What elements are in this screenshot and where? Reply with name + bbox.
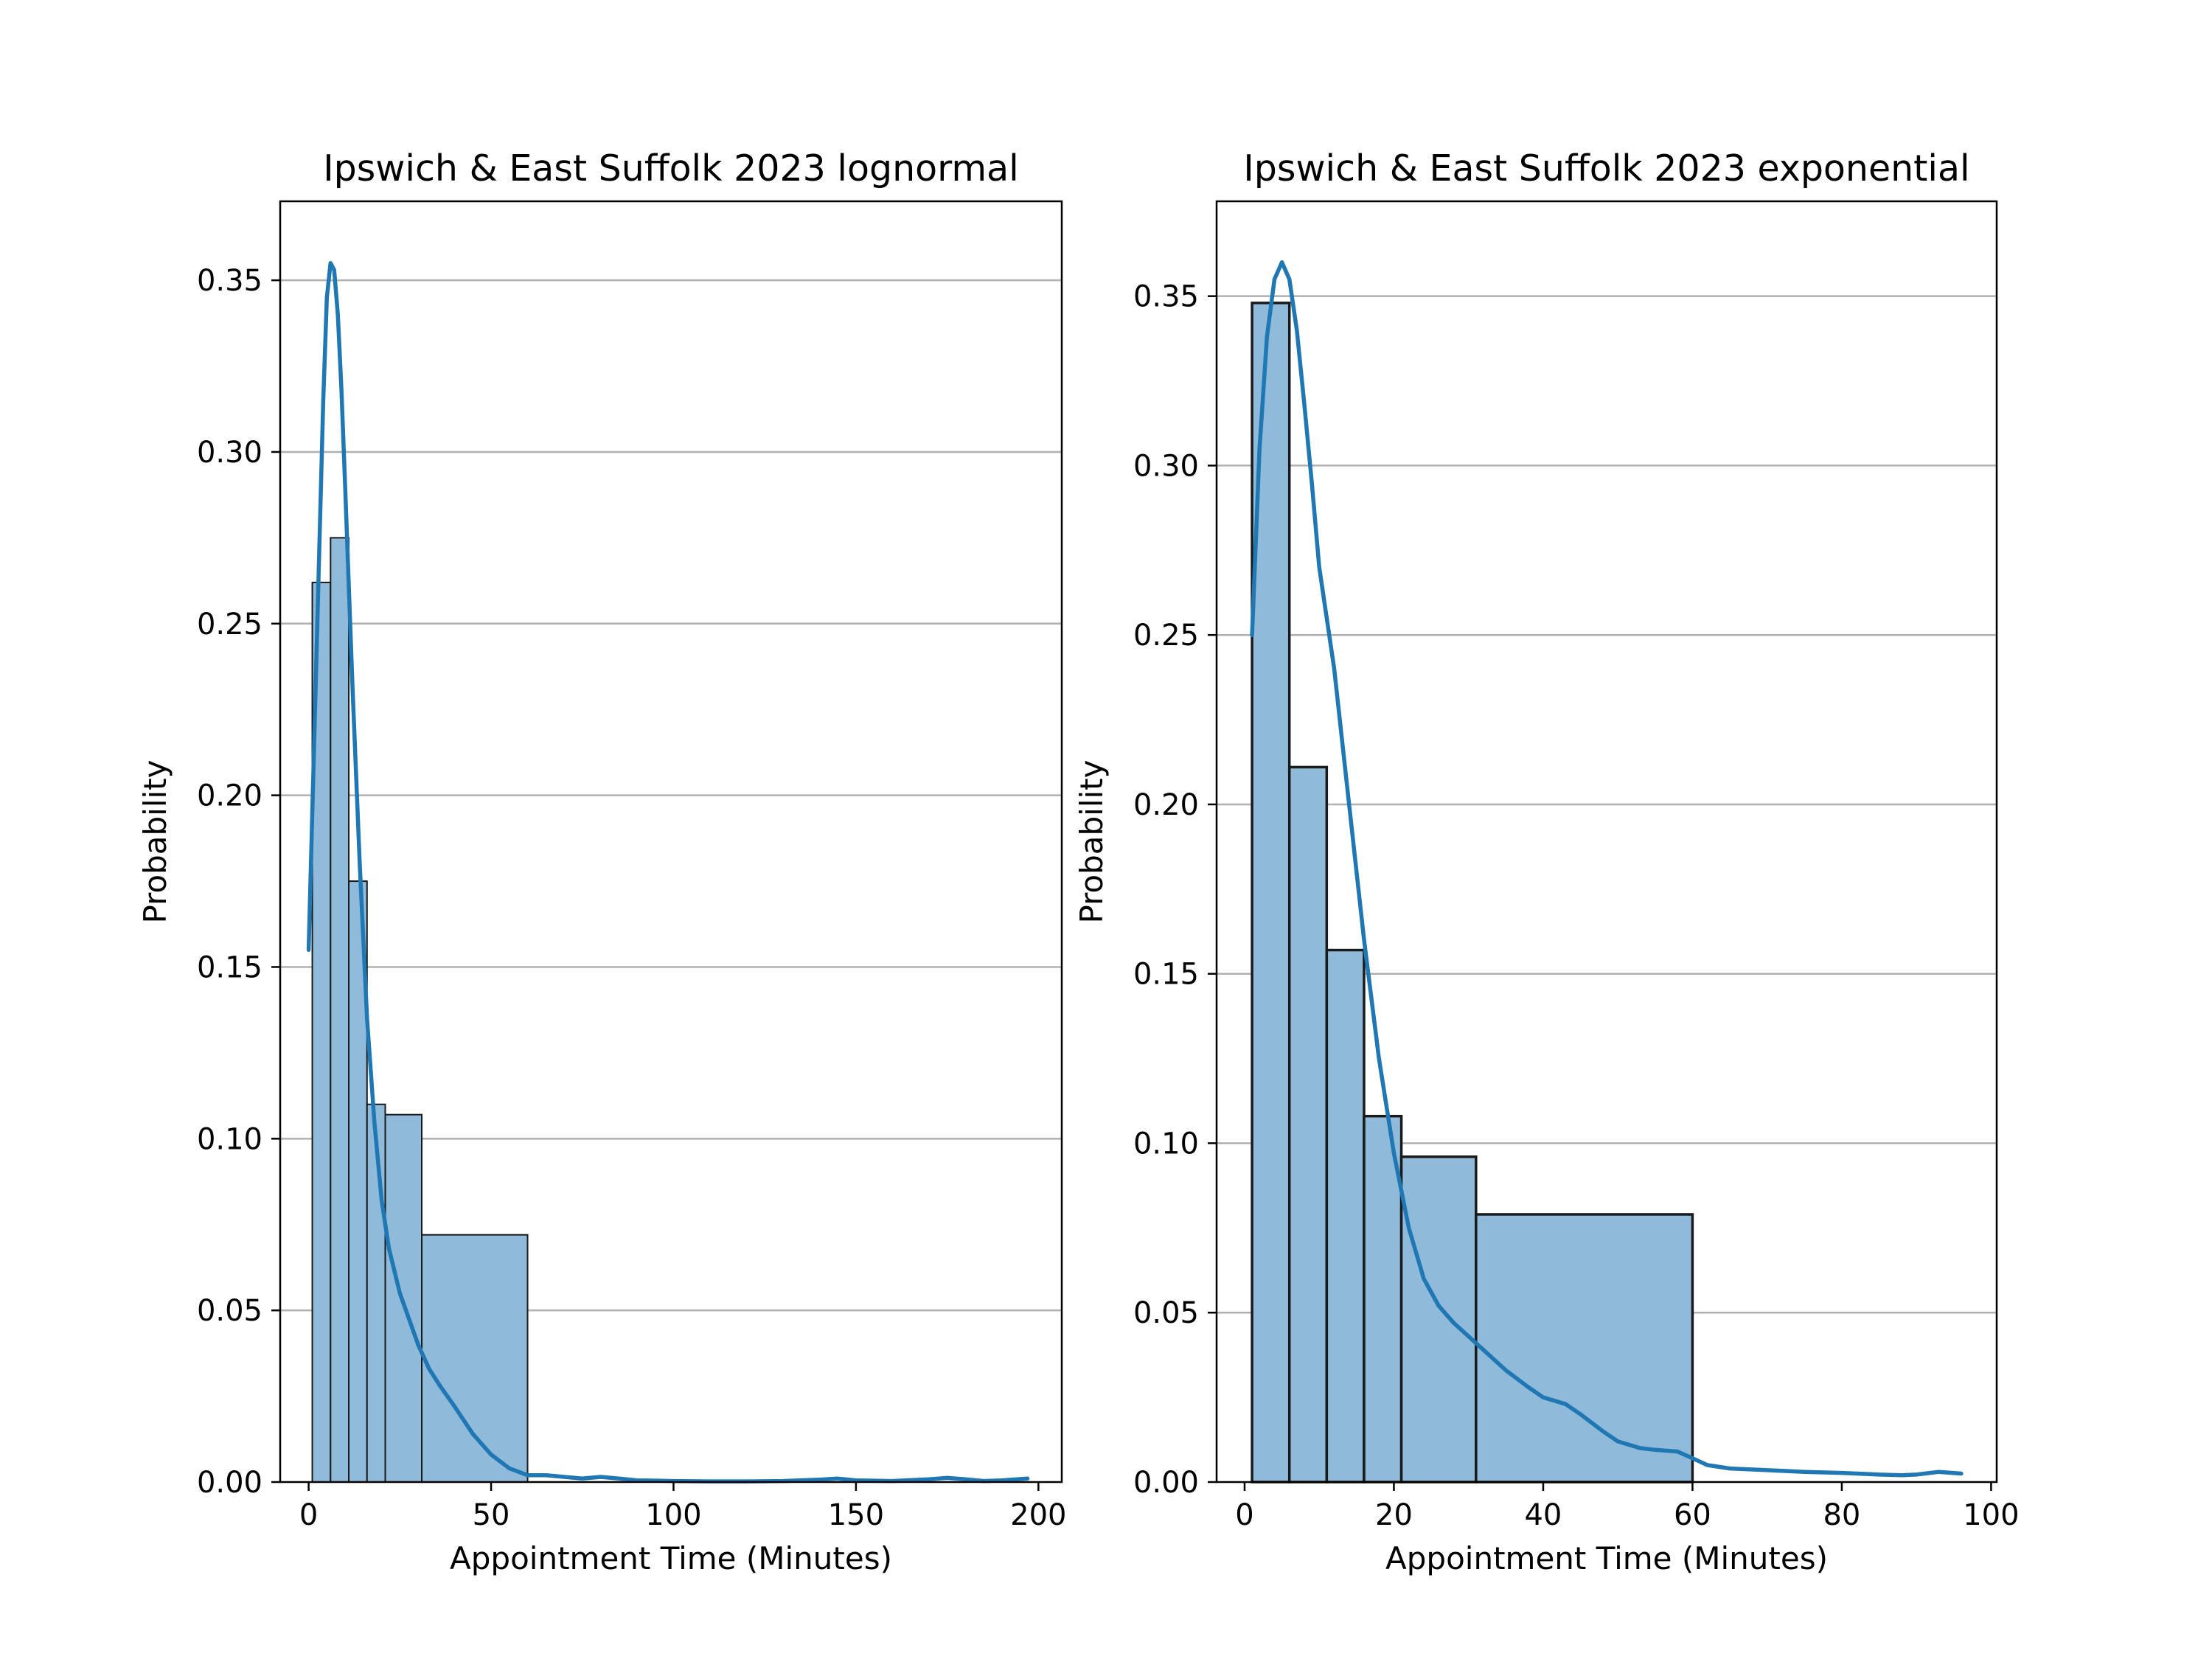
x-axis-ticks: 0 20 40 60 80 100: [1235, 1482, 2020, 1532]
x-tick-label: 0: [1235, 1498, 1253, 1532]
axes-frame: [1215, 200, 1998, 1484]
y-axis-ticks: 0.00 0.05 0.10 0.15 0.20 0.25 0.30 0.35: [1133, 280, 1217, 1500]
histogram-bar: [421, 1234, 529, 1483]
x-tick-label: 150: [828, 1498, 884, 1532]
x-tick-label: 200: [1010, 1498, 1066, 1532]
x-axis-ticks: 0 50 100 150 200: [299, 1482, 1067, 1532]
y-tick-label: 0.15: [197, 950, 262, 984]
y-tick-label: 0.00: [1133, 1466, 1199, 1500]
y-tick-label: 0.05: [1133, 1296, 1199, 1330]
x-tick-label: 60: [1674, 1498, 1711, 1532]
kde-curve: [306, 261, 1030, 1484]
x-axis-label: Appointment Time (Minutes): [1385, 1540, 1828, 1576]
y-tick-label: 0.15: [1133, 958, 1199, 992]
histogram-bar: [1287, 765, 1329, 1484]
y-tick-label: 0.30: [197, 436, 262, 470]
axes-frame: [279, 200, 1063, 1484]
histogram-bar: [1399, 1155, 1478, 1484]
histogram-bar: [366, 1103, 386, 1484]
histogram-bar: [1475, 1213, 1694, 1484]
histogram-bar: [330, 537, 350, 1483]
y-tick-label: 0.10: [1133, 1127, 1199, 1161]
y-tick-label: 0.25: [1133, 619, 1199, 653]
x-tick-label: 50: [473, 1498, 510, 1532]
x-tick-label: 40: [1524, 1498, 1562, 1532]
x-tick-label: 0: [299, 1498, 318, 1532]
y-tick-label: 0.20: [197, 779, 262, 813]
kde-curve: [1250, 260, 1964, 1478]
chart-title: Ipswich & East Suffolk 2023 exponential: [1243, 147, 1969, 189]
chart-title: Ipswich & East Suffolk 2023 lognormal: [323, 147, 1019, 189]
y-axis-label: Probability: [1074, 759, 1110, 923]
y-tick-label: 0.20: [1133, 788, 1199, 822]
y-tick-label: 0.30: [1133, 449, 1199, 483]
kde-curve-group: [306, 261, 1030, 1484]
x-tick-label: 80: [1823, 1498, 1860, 1532]
chart-panel-lognormal: 0 50 100 150 200 0.00 0.05 0.10 0.15 0.20 0.25 0.3…: [137, 147, 1067, 1576]
y-tick-label: 0.35: [197, 264, 262, 298]
chart-panel-exponential: 0 20 40 60 80 100 0.00 0.05 0.10 0.15 0.20 0.25 0.3…: [1074, 147, 2020, 1576]
x-tick-label: 100: [645, 1498, 701, 1532]
histogram-bar: [1325, 948, 1366, 1484]
y-axis-label: Probability: [137, 759, 173, 923]
y-tick-label: 0.00: [197, 1466, 262, 1500]
x-tick-label: 20: [1375, 1498, 1413, 1532]
y-tick-label: 0.10: [197, 1122, 262, 1156]
y-tick-label: 0.05: [197, 1294, 262, 1328]
y-tick-label: 0.35: [1133, 280, 1199, 314]
x-tick-label: 100: [1963, 1498, 2019, 1532]
y-tick-label: 0.25: [197, 608, 262, 641]
x-axis-label: Appointment Time (Minutes): [450, 1540, 892, 1576]
kde-curve-group: [1250, 260, 1964, 1478]
y-axis-ticks: 0.00 0.05 0.10 0.15 0.20 0.25 0.30 0.35: [197, 264, 280, 1500]
